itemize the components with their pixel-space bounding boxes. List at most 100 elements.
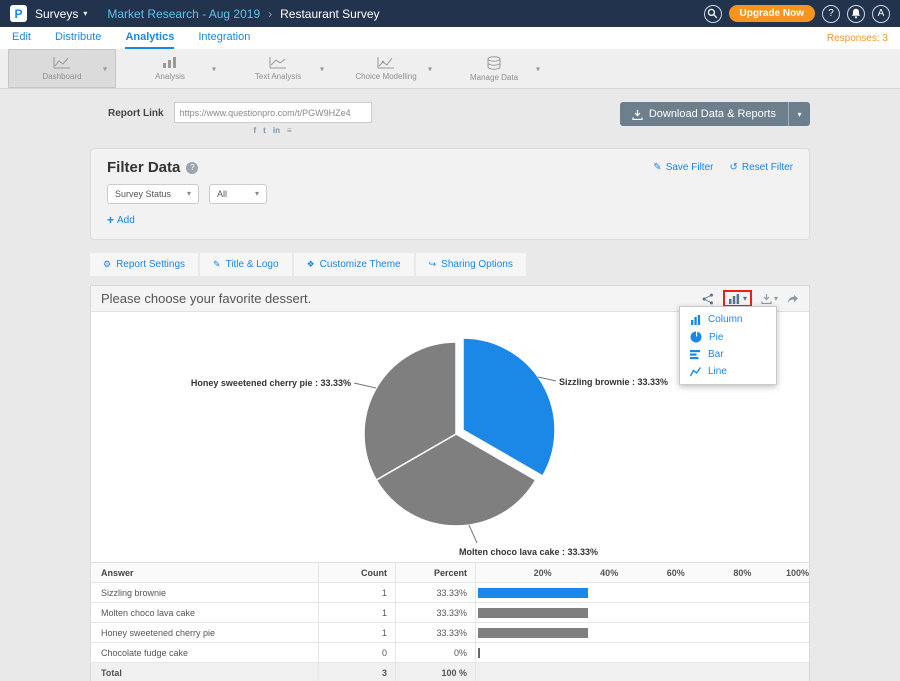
menu-item-column[interactable]: Column [680,311,776,328]
table-total-row: Total 3 100 % [91,663,809,681]
answer-cell: Chocolate fudge cake [91,643,319,662]
menu-item-line[interactable]: Line [680,363,776,380]
menu-item-label: Line [708,366,727,377]
top-bar: P Surveys ▾ Market Research - Aug 2019 ›… [0,0,900,27]
leader-line-left [354,383,376,388]
linkedin-icon[interactable]: in [273,126,280,135]
table-row: Honey sweetened cherry pie 1 33.33% [91,623,809,643]
search-button[interactable] [704,5,722,23]
analysis-chart-icon [161,56,179,69]
leader-line-bottom [469,525,477,543]
total-count: 3 [319,663,396,681]
chevron-down-icon[interactable]: ▾ [428,64,432,73]
pie-callout-right: Sizzling brownie : 33.33% [559,377,668,387]
analytics-toolbar: Dashboard ▾ Analysis ▾ Text Analysis ▾ C… [0,49,900,89]
pie-callout-left: Honey sweetened cherry pie : 33.33% [191,378,351,388]
menu-item-bar[interactable]: Bar [680,346,776,363]
percent-cell: 0% [396,643,476,662]
chevron-down-icon[interactable]: ▾ [320,64,324,73]
download-options-caret[interactable]: ▾ [788,102,810,126]
tab-title-logo[interactable]: ✎ Title & Logo [200,253,292,276]
download-button-label: Download Data & Reports [649,108,776,120]
theme-icon: ❖ [307,259,315,270]
surveys-menu[interactable]: Surveys ▾ [35,7,87,21]
nav-item-integration[interactable]: Integration [198,27,250,49]
toolbar-tab-dashboard[interactable]: Dashboard ▾ [8,49,116,88]
pie-chart-icon [690,331,702,343]
total-percent: 100 % [396,663,476,681]
toolbar-tab-analysis[interactable]: Analysis ▾ [116,49,224,88]
toolbar-tab-manage-data[interactable]: Manage Data ▾ [440,49,548,88]
facebook-icon[interactable]: f [254,126,257,135]
answer-cell: Sizzling brownie [91,583,319,602]
breadcrumb: Market Research - Aug 2019 › Restaurant … [107,7,379,21]
search-icon [707,8,718,19]
percent-bar [478,588,588,598]
plus-icon: + [107,213,114,227]
toolbar-tab-label: Manage Data [470,73,518,82]
percent-cell: 33.33% [396,603,476,622]
survey-status-select[interactable]: Survey Status ▾ [107,184,199,204]
menu-item-label: Column [708,314,742,325]
chevron-down-icon[interactable]: ▾ [212,64,216,73]
toolbar-tab-choice-modelling[interactable]: Choice Modelling ▾ [332,49,440,88]
report-settings-tabs: ⚙ Report Settings ✎ Title & Logo ❖ Custo… [90,253,810,276]
tab-sharing-options[interactable]: ↪ Sharing Options [416,253,526,276]
nav-item-analytics[interactable]: Analytics [125,27,174,49]
tab-customize-theme[interactable]: ❖ Customize Theme [294,253,414,276]
add-filter-link[interactable]: + Add [107,213,135,227]
questionpro-logo[interactable]: P [10,5,27,22]
reset-filter-link[interactable]: ↺ Reset Filter [729,162,793,173]
gear-icon: ⚙ [103,259,111,270]
header-count: Count [319,563,396,582]
upgrade-now-button[interactable]: Upgrade Now [729,5,815,22]
chevron-down-icon: ▾ [83,10,87,18]
filter-value-select[interactable]: All ▾ [209,184,267,204]
chart-settings-button[interactable] [702,293,714,305]
breadcrumb-separator-icon: › [268,7,272,21]
breadcrumb-parent-link[interactable]: Market Research - Aug 2019 [107,7,260,21]
help-button[interactable]: ? [822,5,840,23]
tab-label: Report Settings [116,259,185,270]
menu-item-pie[interactable]: Pie [680,328,776,346]
download-data-reports-button[interactable]: Download Data & Reports [620,102,788,126]
report-link-label: Report Link [108,108,164,119]
twitter-icon[interactable]: t [263,126,266,135]
table-row: Molten choco lava cake 1 33.33% [91,603,809,623]
feed-icon[interactable]: ≡ [287,126,292,135]
toolbar-tab-label: Text Analysis [255,72,301,81]
filter-help-icon[interactable]: ? [186,162,198,174]
percent-bar [478,608,588,618]
chevron-down-icon[interactable]: ▾ [536,64,540,73]
nav-item-edit[interactable]: Edit [12,27,31,49]
tab-label: Sharing Options [441,259,513,270]
nav-item-distribute[interactable]: Distribute [55,27,101,49]
chevron-down-icon[interactable]: ▾ [103,64,107,73]
breadcrumb-current: Restaurant Survey [280,7,379,21]
notifications-button[interactable] [847,5,865,23]
axis-tick: 100% [786,568,809,578]
menu-item-label: Pie [709,332,723,343]
percent-cell: 33.33% [396,583,476,602]
chart-download-button[interactable]: ▾ [761,293,778,304]
report-link-row: Report Link f t in ≡ Download Data & Rep… [90,102,810,135]
results-table: Answer Count Percent 20% 40% 60% 80% 100… [91,562,809,681]
column-chart-icon [690,314,701,325]
count-cell: 1 [319,623,396,642]
filter-value: All [217,189,227,199]
axis-tick: 40% [600,568,618,578]
download-icon [761,293,772,304]
save-filter-link[interactable]: ✎ Save Filter [653,162,713,173]
toolbar-tab-text-analysis[interactable]: Text Analysis ▾ [224,49,332,88]
chart-share-button[interactable] [787,294,799,304]
database-icon [486,56,502,70]
toolbar-tab-label: Dashboard [42,72,81,81]
download-icon [632,109,643,120]
toolbar-tab-label: Analysis [155,72,185,81]
report-link-input[interactable] [174,102,372,123]
download-data-group: Download Data & Reports ▾ [620,102,810,126]
chart-type-button-highlighted[interactable]: ▾ [723,290,752,307]
avatar[interactable]: A [872,5,890,23]
tab-report-settings[interactable]: ⚙ Report Settings [90,253,198,276]
answer-cell: Molten choco lava cake [91,603,319,622]
